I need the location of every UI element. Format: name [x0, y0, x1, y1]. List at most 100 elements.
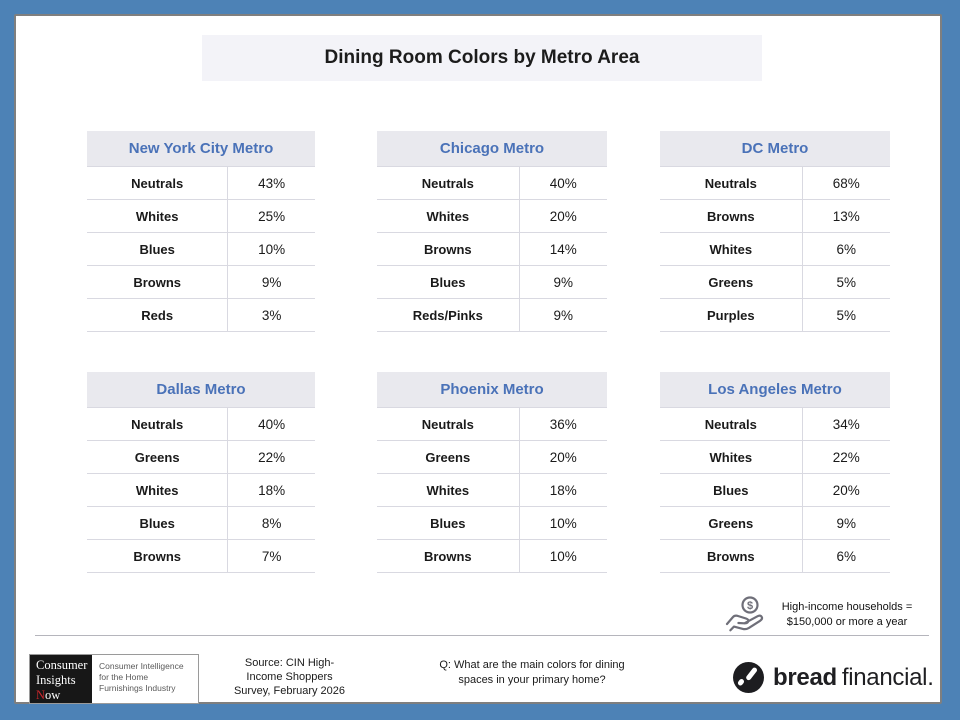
table-row: Whites 20% [377, 200, 607, 233]
color-label: Browns [660, 200, 803, 232]
color-value: 10% [549, 548, 577, 564]
color-label: Whites [377, 200, 520, 232]
color-value: 9% [553, 307, 574, 323]
color-label: Greens [660, 266, 803, 298]
color-value: 9% [261, 274, 282, 290]
table-title: New York City Metro [87, 131, 315, 167]
consumer-insights-now-logo: Consumer Insights Now Consumer Intellige… [29, 654, 199, 704]
table-row: Reds/Pinks 9% [377, 299, 607, 332]
table-row: Greens 20% [377, 441, 607, 474]
slide-canvas: Dining Room Colors by Metro Area New Yor… [14, 14, 942, 704]
question-line2: spaces in your primary home? [458, 674, 606, 686]
table-new-york-city-metro: New York City Metro Neutrals 43% Whites … [87, 131, 315, 332]
color-label: Greens [87, 441, 229, 473]
table-row: Browns 14% [377, 233, 607, 266]
table-row: Blues 9% [377, 266, 607, 299]
color-label: Greens [660, 507, 803, 539]
color-value: 5% [836, 274, 857, 290]
table-row: Browns 10% [377, 540, 607, 573]
table-title: Chicago Metro [377, 131, 607, 167]
color-label: Whites [660, 233, 803, 265]
table-row: Blues 8% [87, 507, 315, 540]
cin-word-now-initial: N [36, 688, 46, 702]
cin-tagline-line1: Consumer Intelligence [99, 661, 184, 671]
cin-word-now-rest: ow [45, 688, 61, 702]
color-value: 18% [258, 482, 286, 498]
color-value: 22% [258, 449, 286, 465]
color-label: Browns [377, 540, 520, 572]
table-row: Blues 20% [660, 474, 890, 507]
slide-title-bar: Dining Room Colors by Metro Area [202, 35, 762, 81]
cin-tagline-line3: Furnishings Industry [99, 683, 176, 693]
color-value: 68% [832, 175, 860, 191]
source-line2: Income Shoppers [246, 671, 333, 683]
color-value: 8% [261, 515, 282, 531]
color-value: 20% [549, 449, 577, 465]
survey-question: Q: What are the main colors for dining s… [402, 658, 662, 688]
table-chicago-metro: Chicago Metro Neutrals 40% Whites 20% Br… [377, 131, 607, 332]
color-label: Neutrals [660, 408, 803, 440]
brand-word-financial: financial. [841, 663, 934, 691]
color-value: 14% [549, 241, 577, 257]
cin-tagline: Consumer Intelligence for the Home Furni… [92, 655, 198, 703]
footer-divider [35, 635, 929, 636]
color-label: Whites [87, 474, 229, 506]
bread-financial-logo: bread financial. [733, 662, 934, 693]
table-row: Neutrals 40% [377, 167, 607, 200]
cin-tagline-line2: for the Home [99, 672, 149, 682]
cin-logo-mark: Consumer Insights Now [30, 655, 92, 703]
color-value: 7% [261, 548, 282, 564]
table-title: Los Angeles Metro [660, 372, 890, 408]
table-row: Whites 25% [87, 200, 315, 233]
table-phoenix-metro: Phoenix Metro Neutrals 36% Greens 20% Wh… [377, 372, 607, 573]
color-value: 20% [832, 482, 860, 498]
color-label: Blues [377, 507, 520, 539]
color-label: Neutrals [377, 167, 520, 199]
color-value: 5% [836, 307, 857, 323]
color-label: Whites [660, 441, 803, 473]
color-label: Purples [660, 299, 803, 331]
color-value: 13% [832, 208, 860, 224]
source-note: Source: CIN High- Income Shoppers Survey… [212, 656, 367, 698]
brand-word-bread: bread [773, 663, 837, 691]
color-value: 22% [832, 449, 860, 465]
color-label: Neutrals [660, 167, 803, 199]
high-income-note: $ High-income households = $150,000 or m… [724, 594, 940, 636]
color-label: Reds/Pinks [377, 299, 520, 331]
color-value: 9% [836, 515, 857, 531]
table-row: Neutrals 34% [660, 408, 890, 441]
table-los-angeles-metro: Los Angeles Metro Neutrals 34% Whites 22… [660, 372, 890, 573]
bread-financial-icon [733, 662, 764, 693]
color-value: 25% [258, 208, 286, 224]
color-label: Neutrals [87, 408, 229, 440]
color-value: 6% [836, 548, 857, 564]
note-line1: High-income households = [781, 601, 913, 613]
table-row: Browns 13% [660, 200, 890, 233]
table-row: Blues 10% [377, 507, 607, 540]
color-value: 40% [549, 175, 577, 191]
color-label: Neutrals [87, 167, 229, 199]
hand-holding-dollar-icon: $ [724, 594, 766, 636]
color-label: Greens [377, 441, 520, 473]
table-row: Greens 5% [660, 266, 890, 299]
color-value: 18% [549, 482, 577, 498]
table-row: Blues 10% [87, 233, 315, 266]
color-label: Blues [87, 507, 229, 539]
table-row: Greens 22% [87, 441, 315, 474]
source-line3: Survey, February 2026 [233, 685, 346, 697]
table-row: Neutrals 40% [87, 408, 315, 441]
cin-word-consumer: Consumer [36, 658, 88, 672]
table-row: Browns 9% [87, 266, 315, 299]
color-label: Blues [377, 266, 520, 298]
table-row: Whites 22% [660, 441, 890, 474]
color-label: Whites [377, 474, 520, 506]
color-label: Neutrals [377, 408, 520, 440]
table-row: Browns 6% [660, 540, 890, 573]
color-label: Browns [87, 540, 229, 572]
color-value: 9% [553, 274, 574, 290]
question-line1: Q: What are the main colors for dining [439, 659, 625, 671]
table-row: Whites 18% [87, 474, 315, 507]
color-value: 20% [549, 208, 577, 224]
color-value: 40% [258, 416, 286, 432]
color-label: Whites [87, 200, 229, 232]
